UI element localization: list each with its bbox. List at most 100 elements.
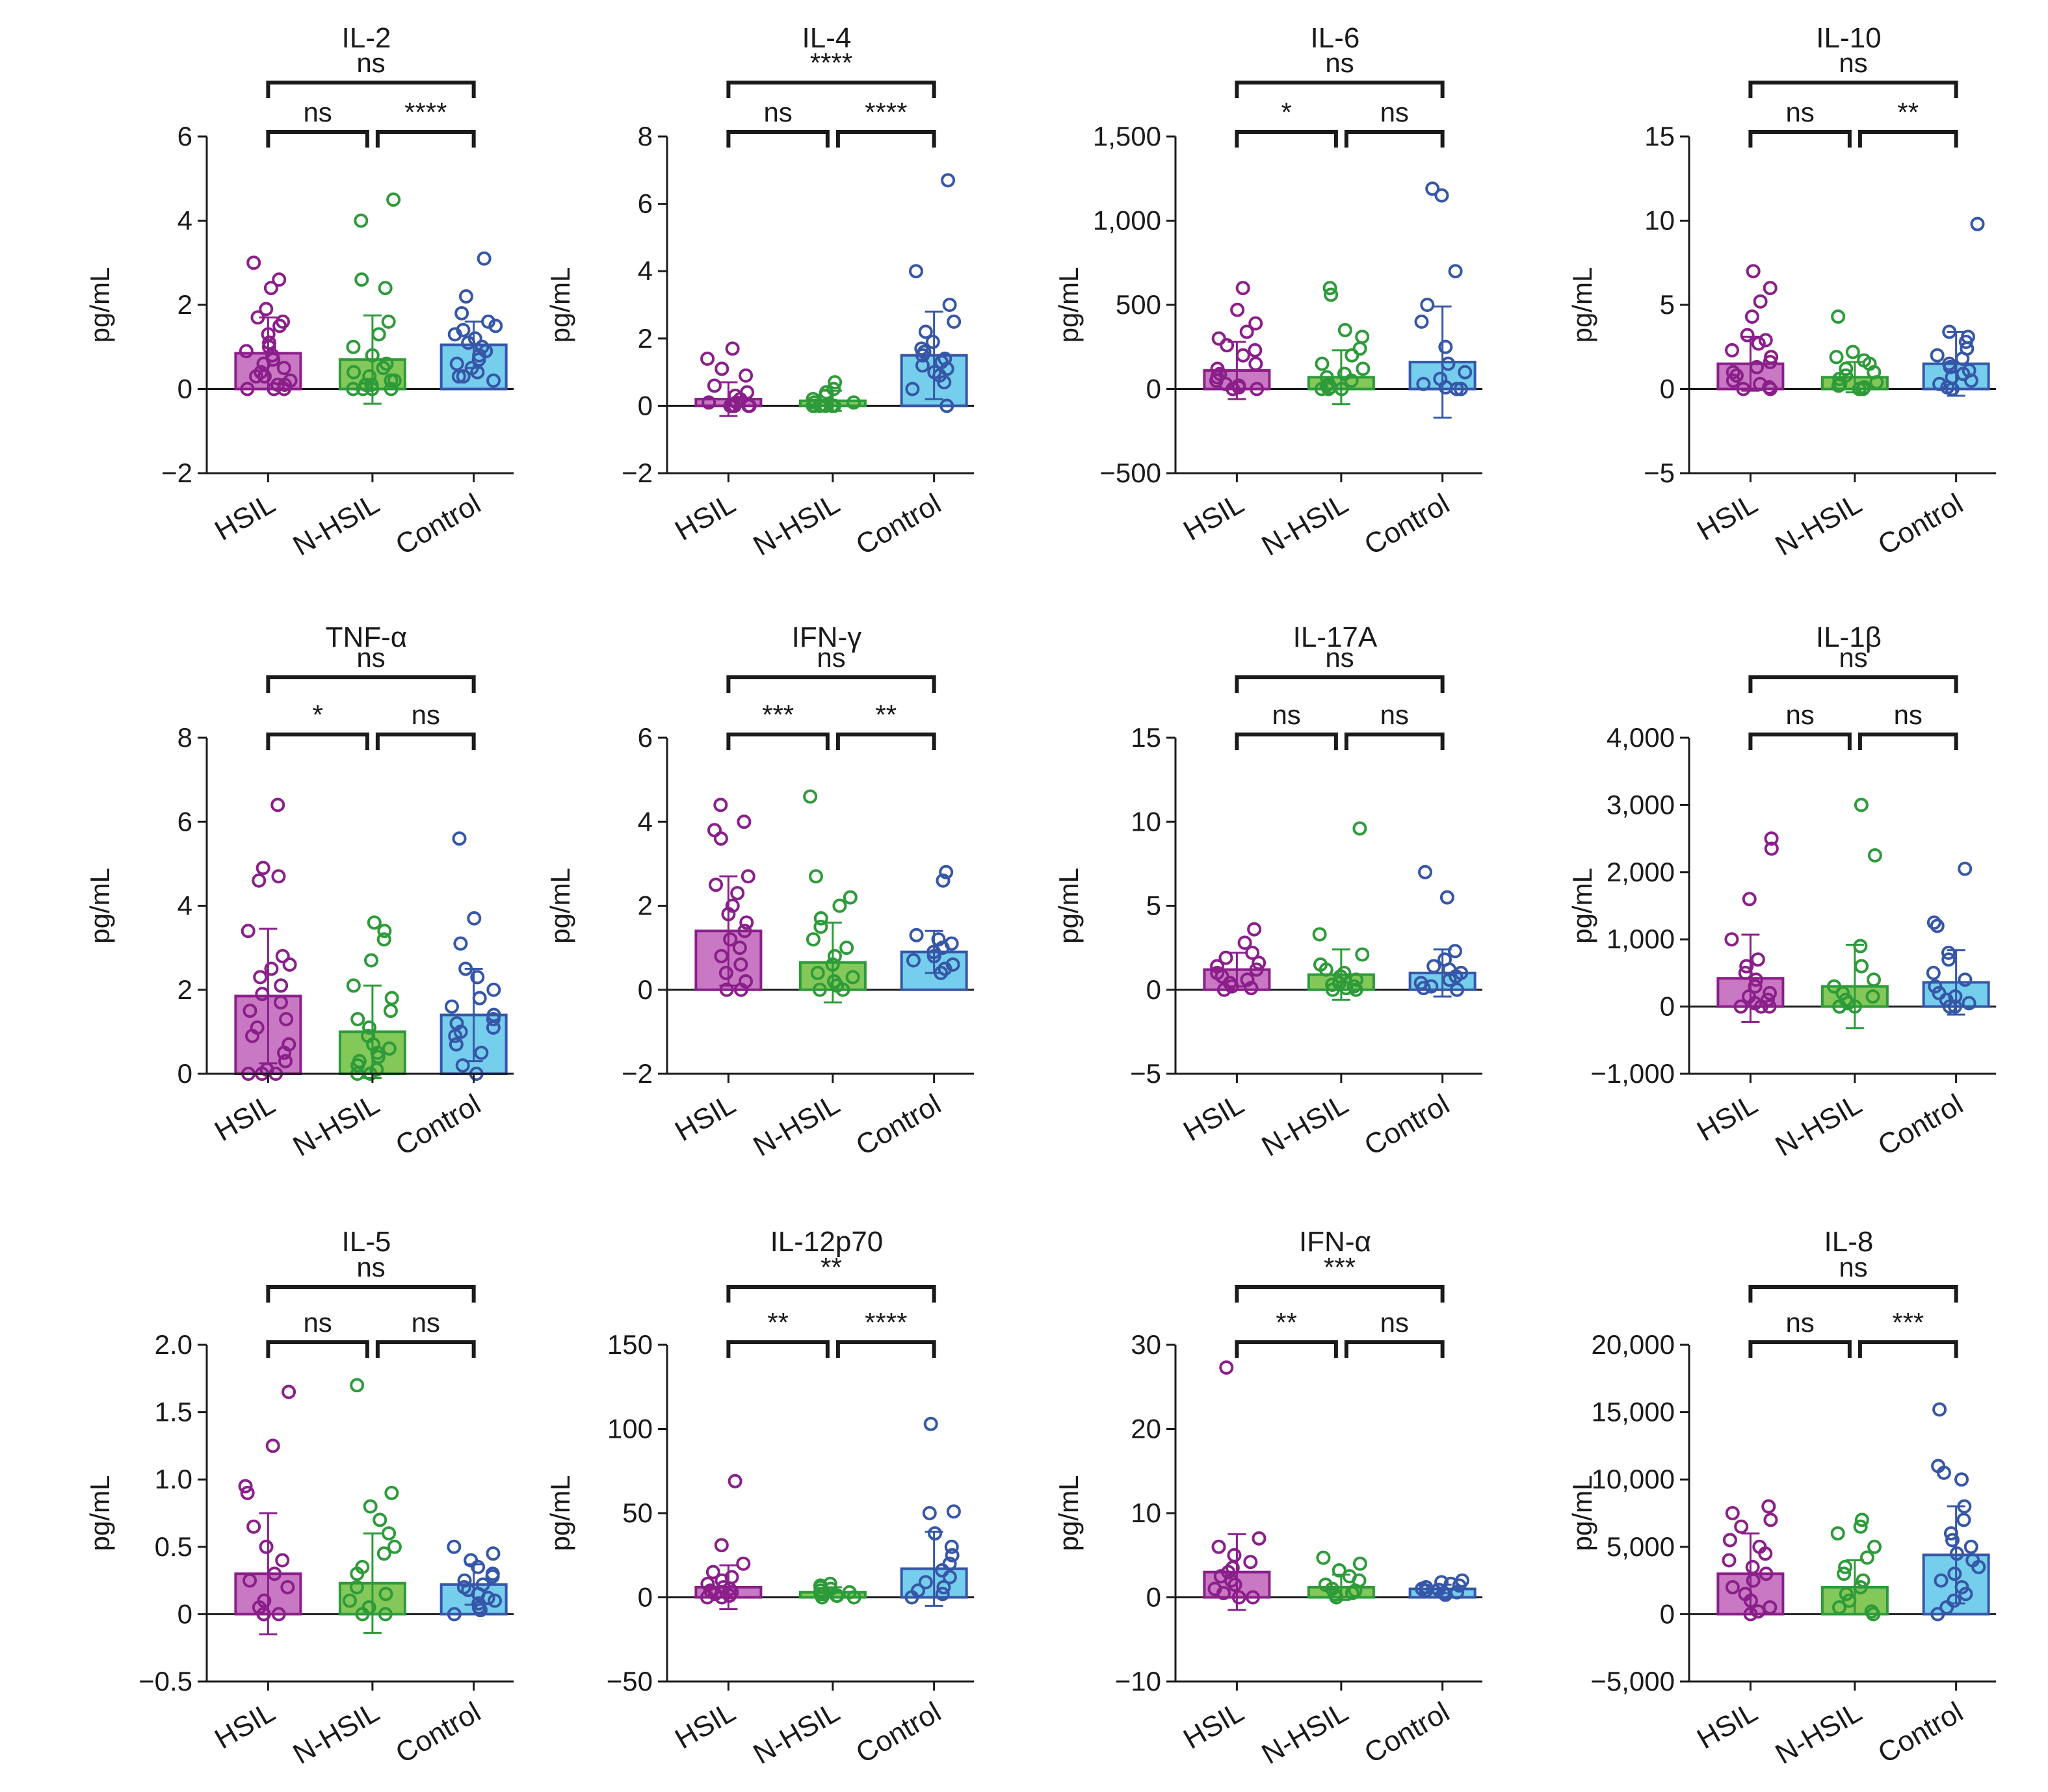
data-point — [1324, 287, 1339, 302]
data-point — [278, 1054, 293, 1069]
data-point — [249, 369, 264, 384]
y-tick-label: 0 — [177, 1598, 192, 1629]
data-point — [239, 344, 254, 359]
bracket-line — [835, 1340, 936, 1358]
panel-il-10: IL-10 pg/mL −5 0 5 10 15 HSIL N-HSIL Control ns ** n… — [1567, 22, 1996, 562]
data-point — [474, 1045, 489, 1060]
data-point — [825, 957, 840, 972]
data-point — [944, 1539, 959, 1554]
data-point — [1762, 985, 1777, 1000]
data-point — [1764, 841, 1779, 856]
significance-label: ns — [412, 1307, 440, 1338]
data-point — [1758, 333, 1773, 348]
data-point — [730, 886, 745, 901]
panel-il-4: IL-4 pg/mL −2 0 2 4 6 8 HSIL N-HSIL Control ns **** *… — [545, 22, 974, 562]
data-point — [451, 369, 466, 384]
data-point — [1963, 1539, 1978, 1554]
x-tick-label: Control — [1359, 1696, 1454, 1769]
data-point — [1315, 356, 1330, 371]
data-point — [1837, 1566, 1852, 1581]
data-point — [1325, 977, 1340, 992]
data-point — [1751, 336, 1766, 351]
y-tick-label: 0 — [177, 1058, 192, 1089]
significance-label: ** — [821, 1252, 842, 1282]
data-point — [1941, 945, 1956, 960]
data-point — [1949, 1546, 1964, 1561]
data-point — [1355, 947, 1370, 962]
data-point — [1249, 962, 1264, 977]
data-point — [1227, 1548, 1242, 1563]
y-tick-label: 0 — [638, 974, 653, 1005]
data-point — [272, 272, 287, 287]
data-point — [1744, 309, 1759, 324]
bracket-hsil-control: ns — [266, 47, 476, 98]
bracket-line — [1748, 1340, 1852, 1358]
y-tick-label: −2 — [622, 458, 653, 488]
x-tick-label: Control — [1872, 1088, 1968, 1162]
data-point — [1932, 376, 1947, 391]
data-point — [1759, 1566, 1774, 1581]
y-tick-label: 0 — [1146, 974, 1161, 1005]
x-tick-label: Control — [1872, 487, 1968, 561]
data-point — [470, 970, 485, 985]
panel-il-1-: IL-1β pg/mL −1,000 0 1,000 2,000 3,000 4,000 HSI… — [1567, 621, 1996, 1163]
data-point — [473, 1603, 488, 1618]
data-point — [1356, 361, 1371, 376]
data-point — [1763, 355, 1778, 370]
panel-il-2: IL-2 pg/mL −2 0 2 4 6 HSIL N-HSIL Control ns **** ns — [85, 22, 514, 562]
bracket-hsil-nhsil: ns — [266, 1307, 369, 1358]
significance-label: ns — [1839, 47, 1867, 78]
data-point — [271, 1607, 286, 1622]
data-point — [1954, 1472, 1969, 1487]
data-point — [362, 369, 377, 384]
chart-title: IL-5 — [342, 1226, 391, 1258]
x-tick-label: N-HSIL — [1770, 487, 1867, 562]
data-point — [356, 382, 371, 396]
data-point — [1227, 1578, 1242, 1592]
data-point — [1827, 979, 1842, 994]
bracket-line — [375, 1340, 476, 1358]
data-point — [371, 327, 386, 342]
significance-label: **** — [865, 1307, 907, 1338]
bracket-nhsil-control: **** — [835, 97, 936, 148]
bracket-nhsil-control: ns — [1344, 1307, 1445, 1358]
bracket-line — [726, 1285, 936, 1303]
data-point — [721, 907, 736, 922]
data-point — [488, 318, 503, 333]
chart-title: IFN-γ — [792, 621, 862, 653]
significance-label: ns — [1839, 642, 1867, 673]
bracket-nhsil-control: **** — [835, 1307, 936, 1358]
data-point — [839, 941, 854, 955]
data-point — [1958, 334, 1973, 349]
bracket-hsil-nhsil: ns — [1748, 97, 1852, 148]
data-point — [1748, 979, 1763, 994]
data-point — [718, 965, 733, 980]
y-tick-label: 10 — [1131, 806, 1161, 837]
bracket-hsil-control: ns — [726, 642, 936, 693]
data-point — [378, 1607, 393, 1622]
bracket-nhsil-control: **** — [375, 97, 476, 148]
y-axis-label: pg/mL — [545, 267, 575, 343]
chart-title: IL-10 — [1816, 22, 1881, 54]
bracket-line — [726, 733, 830, 750]
data-point — [1425, 181, 1440, 196]
bracket-hsil-nhsil: ns — [1748, 699, 1852, 750]
bracket-line — [835, 733, 936, 750]
bracket-hsil-control: ns — [266, 642, 476, 693]
data-point — [1725, 343, 1740, 357]
data-point — [448, 1028, 463, 1043]
y-tick-label: 8 — [638, 121, 653, 151]
data-point — [707, 378, 722, 393]
data-point — [1726, 373, 1740, 388]
data-point — [1751, 1604, 1766, 1619]
y-tick-label: 150 — [607, 1329, 653, 1360]
data-point — [272, 318, 287, 333]
data-point — [1748, 972, 1763, 987]
data-point — [346, 339, 361, 354]
bracket-hsil-control: ns — [1748, 642, 1958, 693]
y-tick-label: 0 — [1660, 374, 1675, 404]
data-point — [250, 310, 265, 325]
bracket-line — [1748, 1285, 1958, 1303]
data-point — [1739, 959, 1754, 974]
data-point — [715, 361, 729, 376]
